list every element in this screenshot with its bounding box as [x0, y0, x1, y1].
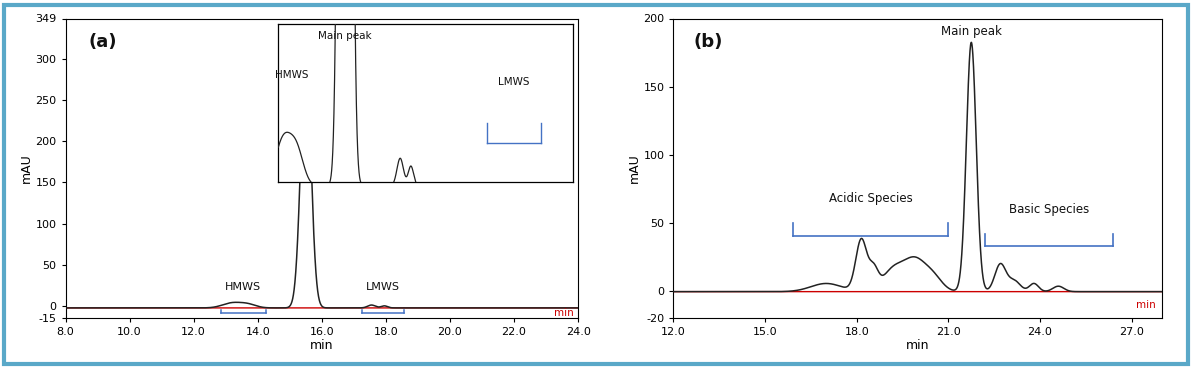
Text: Main peak: Main peak	[940, 24, 1001, 38]
Text: (b): (b)	[693, 34, 722, 51]
Text: LMWS: LMWS	[366, 282, 399, 292]
Text: HMWS: HMWS	[225, 282, 261, 292]
Text: Main peak: Main peak	[277, 46, 335, 56]
Text: min: min	[553, 308, 573, 318]
Text: min: min	[1136, 300, 1156, 310]
Text: (a): (a)	[88, 34, 117, 51]
X-axis label: min: min	[906, 339, 930, 352]
Text: Acidic Species: Acidic Species	[828, 192, 912, 205]
X-axis label: min: min	[310, 339, 334, 352]
Text: Basic Species: Basic Species	[1010, 203, 1089, 216]
Y-axis label: mAU: mAU	[19, 154, 32, 183]
Y-axis label: mAU: mAU	[627, 154, 640, 183]
